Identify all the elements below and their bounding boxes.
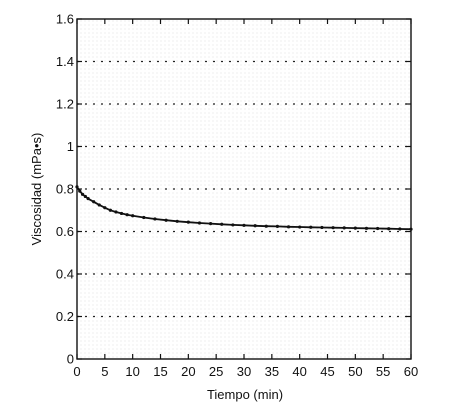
x-tick-label: 45 [320,364,334,379]
data-point [108,208,112,212]
data-point [242,223,246,227]
data-point [286,225,291,229]
data-point [298,225,302,229]
data-point [83,194,87,199]
data-point [175,219,179,223]
x-tick-label: 25 [209,364,223,379]
data-point [114,210,118,214]
data-point [164,218,168,222]
y-tick-label: 1.6 [56,12,74,27]
y-tick-label: 1.4 [56,54,74,69]
data-point [387,227,391,231]
y-tick-label: 0.6 [56,224,74,239]
y-tick-label: 0.2 [56,309,74,324]
x-tick-label: 10 [125,364,139,379]
y-tick-label: 0 [67,352,74,367]
data-point [275,224,279,228]
data-point [364,226,369,230]
y-tick-label: 0.8 [56,182,74,197]
x-axis-ticks: 0 5 10 15 20 25 30 35 40 45 50 55 60 [73,19,418,379]
data-point [398,227,402,231]
x-tick-label: 35 [265,364,279,379]
x-tick-label: 50 [348,364,362,379]
data-point [264,224,268,228]
data-point [197,221,202,225]
x-tick-label: 20 [181,364,195,379]
data-point [220,222,224,226]
x-tick-label: 0 [73,364,80,379]
data-point [353,226,357,230]
x-tick-label: 55 [376,364,390,379]
data-point [253,224,257,228]
data-point [342,226,346,230]
data-point [125,213,129,217]
data-point [103,206,107,210]
plot-area [77,19,411,359]
data-point [331,226,335,230]
data-point [92,200,96,204]
data-point [119,211,124,216]
y-tick-label: 1.2 [56,97,74,112]
series-layer [75,185,413,231]
data-point [376,226,380,231]
data-point [309,225,313,229]
y-axis-ticks: 0 0.2 0.4 0.6 0.8 1 1.2 1.4 1.6 [56,12,411,367]
data-point [80,192,85,196]
y-tick-label: 0.4 [56,267,74,282]
y-axis-label: Viscosidad (mPa•s) [29,133,44,246]
x-tick-label: 40 [292,364,306,379]
x-tick-label: 15 [153,364,167,379]
data-point [97,203,101,207]
data-point [142,215,146,220]
data-point [153,217,157,221]
plot-background [77,19,411,359]
data-point [78,189,82,193]
data-point [86,196,90,201]
data-point [186,220,190,224]
data-point [131,214,135,218]
x-tick-label: 30 [237,364,251,379]
x-tick-label: 60 [404,364,418,379]
data-point [320,225,324,230]
x-tick-label: 5 [101,364,108,379]
y-tick-label: 1 [67,139,74,154]
data-point [231,223,235,227]
data-point [209,222,213,226]
x-axis-label: Tiempo (min) [207,387,283,402]
